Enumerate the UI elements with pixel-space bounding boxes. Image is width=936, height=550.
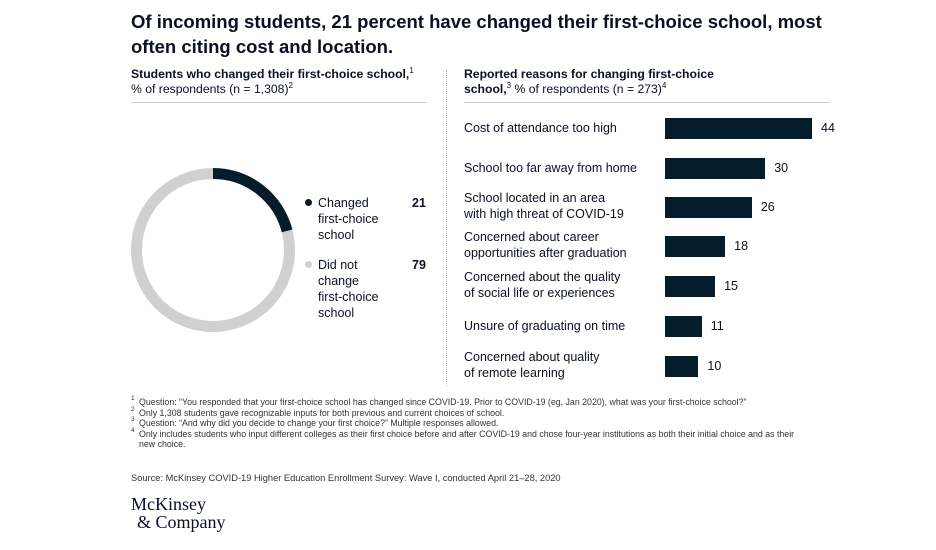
bar-chart-header: Reported reasons for changing first-choi…: [464, 67, 764, 97]
bar-category-label: Cost of attendance too high: [464, 121, 617, 135]
bar-value-label: 44: [821, 121, 835, 135]
bar: [665, 356, 699, 377]
footnote: 3 Question: “And why did you decide to ch…: [131, 416, 811, 429]
bar-value-label: 11: [710, 319, 724, 333]
bar-header-bold: Reported reasons for changing first-choi…: [464, 67, 714, 96]
bar: [665, 236, 726, 257]
donut-header-footnote-mark: 2: [288, 80, 293, 90]
bar-category-label: School located in an area with high thre…: [464, 191, 624, 221]
right-header-rule: [464, 102, 830, 103]
bar-value-label: 26: [760, 200, 775, 214]
footnote-text: Only 1,308 students gave recognizable in…: [139, 407, 505, 418]
footnote-mark: 3: [131, 416, 135, 423]
bar-category-label: School too far away from home: [464, 161, 637, 175]
footnote-mark: 4: [131, 426, 135, 434]
legend-swatch: [305, 199, 312, 206]
bar: [665, 316, 702, 337]
bar-category-label: Unsure of graduating on time: [464, 319, 626, 333]
legend-label: Changed first-choice school: [318, 196, 379, 242]
footnote-text: Only includes students who input differe…: [139, 428, 795, 450]
bar-header-footnote-mark: 4: [661, 80, 667, 90]
chart-title: Of incoming students, 21 percent have ch…: [131, 11, 822, 57]
footnote: 2 Only 1,308 students gave recognizable i…: [131, 405, 811, 419]
donut-header-unit: % of respondents (n = 1,308): [131, 82, 289, 96]
bar-value-label: 30: [774, 161, 789, 175]
footnotes: 1 Question: “You responded that your firs…: [131, 395, 811, 450]
bar-category-label: Concerned about career opportunities aft…: [464, 230, 627, 260]
bar: [665, 118, 812, 139]
footnote-mark: 1: [131, 395, 135, 402]
footnote: 1 Question: “You responded that your firs…: [131, 395, 811, 408]
bar-value-label: 15: [724, 279, 739, 293]
bar-header-footnote-mark: 3: [506, 80, 512, 90]
bar: [665, 276, 716, 297]
mckinsey-logo: McKinsey & Company: [131, 495, 226, 531]
logo-line-2: & Company: [137, 512, 226, 532]
footnote-text: Question: “And why did you decide to cha…: [139, 418, 499, 428]
bar: [665, 197, 752, 218]
legend-label: Did not change first-choice school: [318, 258, 379, 320]
footnote: 4 Only includes students who input differ…: [131, 426, 811, 450]
donut-header-footnote-mark: 1: [409, 65, 414, 75]
legend-swatch: [305, 261, 312, 268]
bar-category-label: Concerned about the quality of social li…: [464, 270, 621, 300]
panel-divider: [446, 70, 447, 386]
donut-chart: [131, 168, 295, 332]
footnote-mark: 2: [131, 405, 135, 413]
logo-line-1: McKinsey: [131, 494, 206, 514]
donut-header-bold: Students who changed their first-choice …: [131, 67, 410, 81]
donut-chart-header: Students who changed their first-choice …: [131, 65, 426, 97]
bar-value-label: 10: [707, 359, 722, 373]
bar-value-label: 18: [734, 239, 749, 253]
bar: [665, 158, 766, 179]
donut-slice-changed: [212, 168, 293, 233]
footnote-text: Question: “You responded that your first…: [139, 397, 747, 407]
left-header-rule: [131, 102, 427, 103]
legend-value: 79: [412, 258, 426, 272]
source-note: Source: McKinsey COVID-19 Higher Educati…: [131, 473, 561, 483]
bar-header-unit: % of respondents (n = 273): [511, 82, 662, 96]
legend-value: 21: [412, 196, 426, 210]
bar-category-label: Concerned about quality of remote learni…: [464, 350, 600, 380]
donut-slice-did-not-change: [131, 168, 295, 332]
